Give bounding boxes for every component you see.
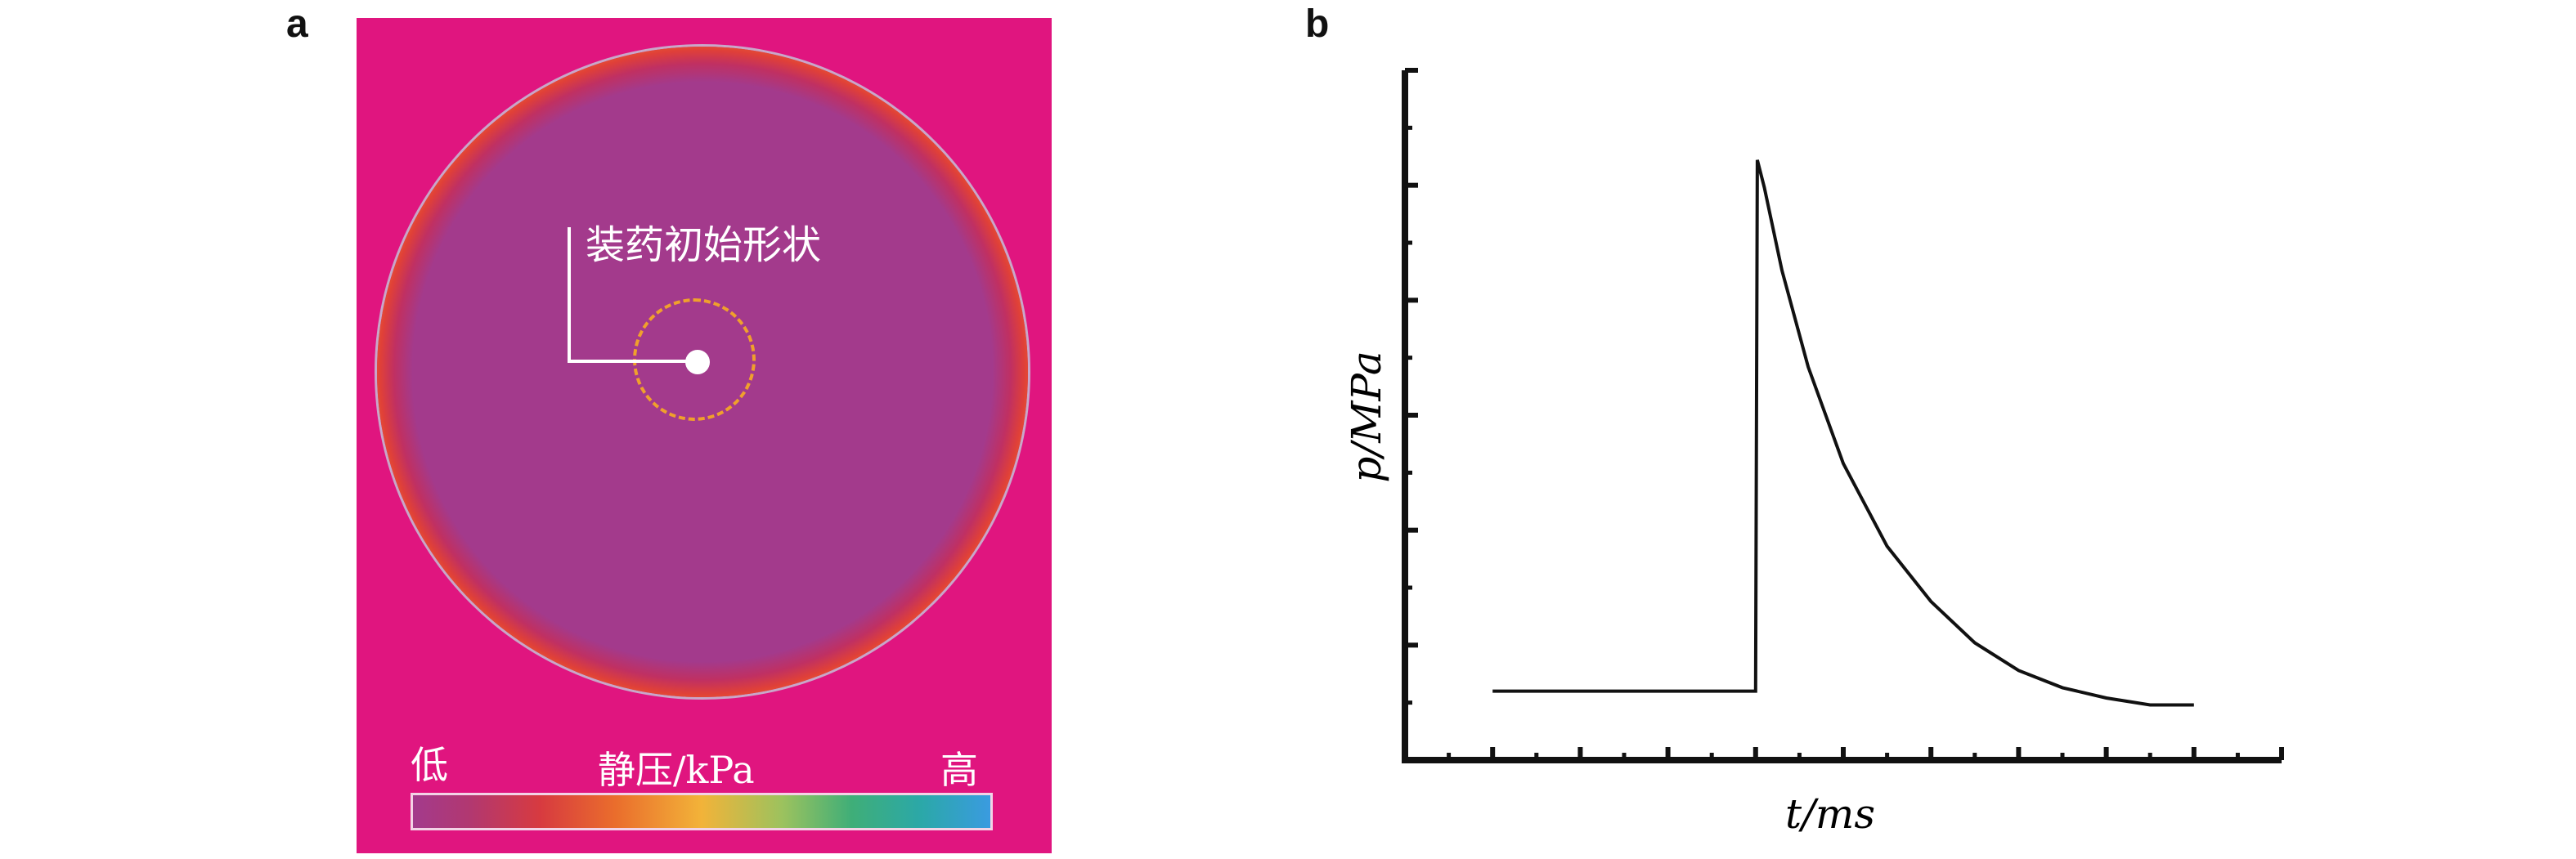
pressure-colorbar xyxy=(411,793,993,830)
leader-line-vertical xyxy=(568,227,571,363)
chart-axes xyxy=(1402,70,2282,763)
y-axis-label: p/MPa xyxy=(1343,351,1390,482)
colorbar-low-label: 低 xyxy=(411,743,448,787)
pressure-curve xyxy=(1492,159,2194,707)
leader-line-horizontal xyxy=(568,360,690,363)
colorbar-high-label: 高 xyxy=(940,748,978,792)
chart-ticks xyxy=(1405,68,2284,760)
charge-shape-label: 装药初始形状 xyxy=(586,222,822,268)
colorbar-title: 静压/kPa xyxy=(598,748,755,792)
panel-a-letter: a xyxy=(286,2,308,46)
x-axis-label: t/ms xyxy=(1785,790,1875,838)
panel-b-letter: b xyxy=(1305,2,1330,46)
static-pressure-field: 装药初始形状 低 静压/kPa 高 xyxy=(357,18,1052,853)
